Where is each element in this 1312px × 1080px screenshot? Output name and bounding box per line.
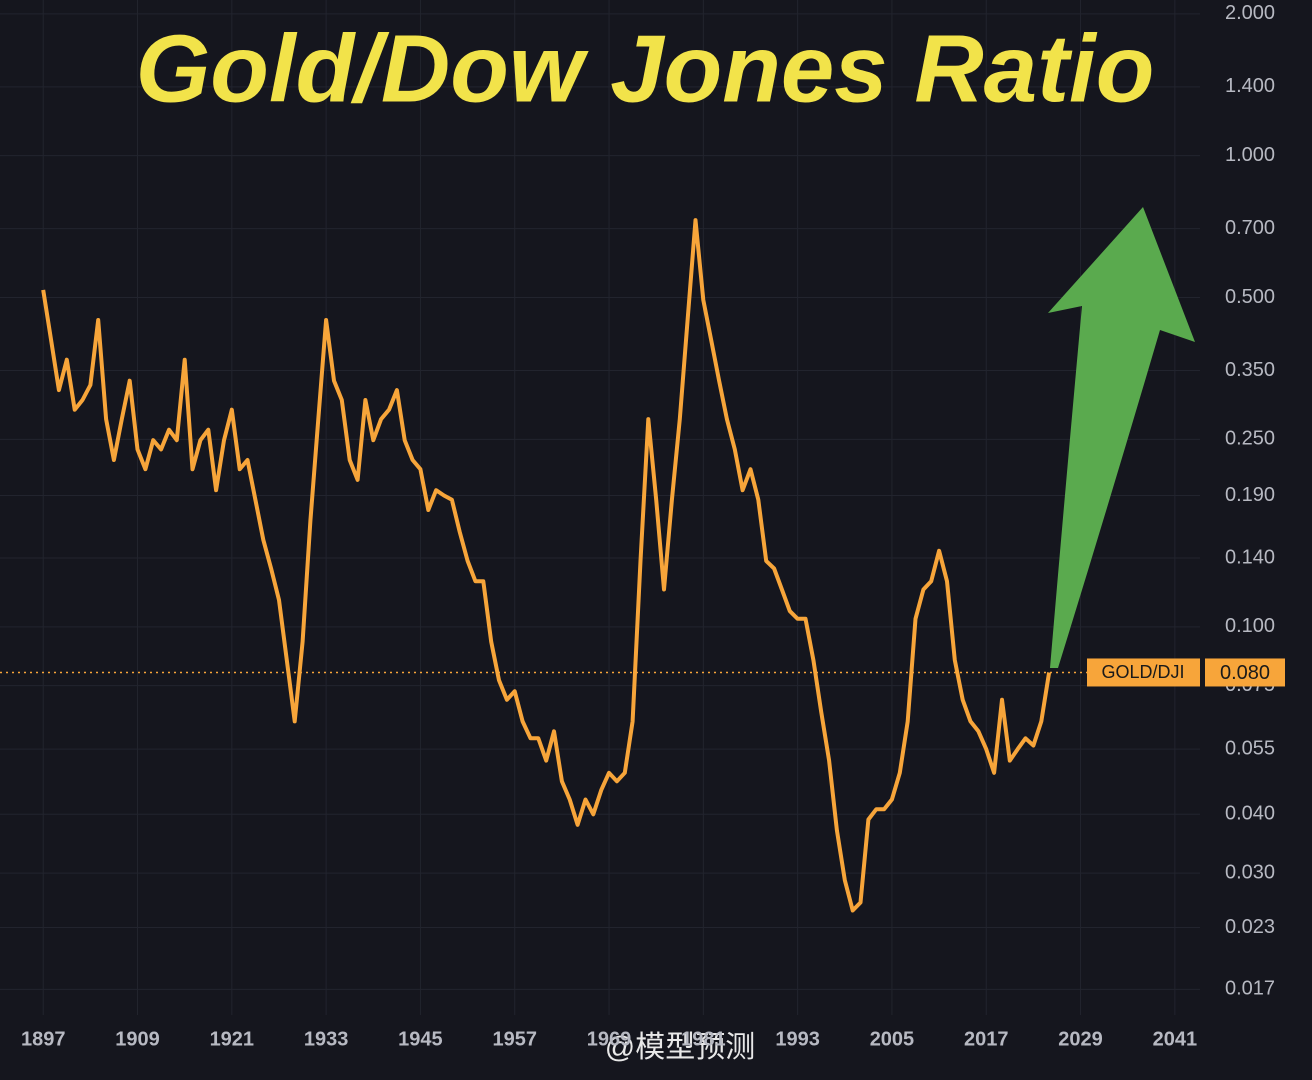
y-tick-label: 0.350 — [1225, 359, 1275, 381]
current-value-label: 0.080 — [1220, 662, 1270, 684]
y-tick-label: 0.055 — [1225, 737, 1275, 759]
y-tick-label: 0.040 — [1225, 803, 1275, 825]
arrow — [1048, 207, 1195, 668]
x-tick-label: 2005 — [870, 1028, 915, 1050]
plot — [0, 218, 1087, 913]
x-tick-label: 1957 — [492, 1028, 537, 1050]
y-tick-label: 0.140 — [1225, 546, 1275, 568]
current-value-box — [1205, 658, 1285, 687]
watermark: @模型预测 — [605, 1031, 755, 1064]
x-tick-label: 1993 — [775, 1028, 820, 1050]
y-tick-label: 0.250 — [1225, 428, 1275, 450]
x-tick-label: 1945 — [398, 1028, 443, 1050]
y-tick-label: 2.000 — [1225, 2, 1275, 24]
x-tick-label: 1933 — [304, 1028, 349, 1050]
chart-title: Gold/Dow Jones Ratio — [136, 15, 1155, 122]
x-tick-label: 1981 — [681, 1028, 726, 1050]
current-name: GOLD/DJI — [1101, 662, 1184, 682]
y-tick-label: 1.000 — [1225, 144, 1275, 166]
y-tick-label: 0.700 — [1225, 217, 1275, 239]
x-tick-label: 2029 — [1058, 1028, 1103, 1050]
x-tick-label: 1969 — [587, 1028, 632, 1050]
y-tick-label: 0.100 — [1225, 615, 1275, 637]
x-tick-label: 2041 — [1153, 1028, 1198, 1050]
y-tick-label: 0.023 — [1225, 916, 1275, 938]
y-tick-label: 0.500 — [1225, 286, 1275, 308]
x-tick-label: 1909 — [115, 1028, 160, 1050]
x-tick-label: 2017 — [964, 1028, 1009, 1050]
grid — [0, 0, 1200, 1015]
x-tick-label: 1897 — [21, 1028, 66, 1050]
y-tick-label: 0.017 — [1225, 978, 1275, 1000]
current-name-box — [1087, 658, 1200, 687]
x-tick-label: 1921 — [210, 1028, 255, 1050]
y-tick-label: 0.030 — [1225, 861, 1275, 883]
y-tick-label: 1.400 — [1225, 75, 1275, 97]
y-tick-label: 0.190 — [1225, 484, 1275, 506]
line — [41, 218, 1052, 913]
